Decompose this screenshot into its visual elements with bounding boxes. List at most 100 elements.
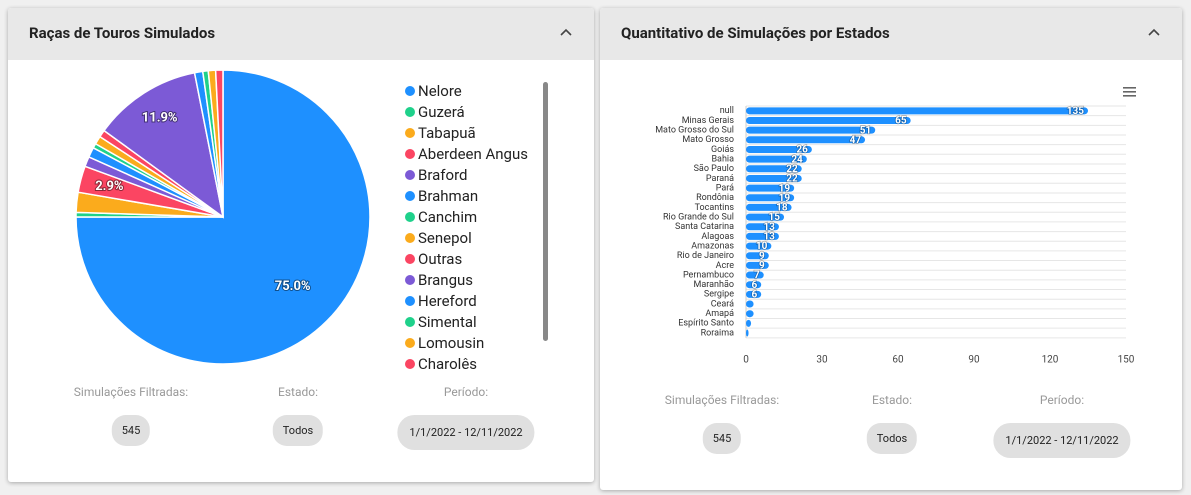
y-tick-label: Pernambuco [683,270,734,280]
legend-label: Hereford [418,292,477,310]
filter: Período: 1/1/2022 - 12/11/2022 [993,393,1131,458]
legend-marker [405,128,415,138]
filter-chip[interactable]: 1/1/2022 - 12/11/2022 [993,423,1131,458]
y-tick-label: Maranhão [694,279,734,290]
pie-slice [103,71,225,219]
filter-chip[interactable]: 545 [111,415,151,446]
bar [746,213,784,221]
collapse-button[interactable] [1148,28,1160,36]
filter-label: Estado: [872,393,912,407]
slice-label: 2.9% [95,179,124,194]
bar [746,242,772,250]
bar-label: 6 [751,290,757,301]
bar-chart: 0 30 60 90 120 150 null 135 Minas Gerais 65 Mato G… [655,87,1136,365]
legend-marker [405,359,415,369]
bar [746,165,802,173]
bar-label: 24 [791,154,803,165]
legend-label: Brahman [418,187,478,205]
bar-label: 9 [759,261,765,272]
bar-label: 22 [786,164,798,175]
filter-label: Simulações Filtradas: [664,393,780,407]
x-tick-label: 90 [968,354,980,365]
y-tick-label: Ceará [711,299,734,309]
legend-label: Charolês [418,355,477,373]
slice-label: 11.9% [142,110,178,125]
y-tick-label: Roraima [701,328,735,338]
x-tick-label: 0 [743,354,749,365]
card: Quantitativo de Simulações por Estados 0… [600,8,1182,490]
y-tick-label: Rondônia [696,193,734,203]
bar-label: 135 [1067,106,1084,117]
legend-marker [405,191,415,201]
bar [746,290,762,298]
bar [746,174,802,182]
legend-marker [405,254,415,264]
bar [746,116,911,124]
scrollbar [543,82,548,341]
pie-chart: 75.0% 2.9% 11.9% Nelore Guzerá Tabapuã Aberdee… [75,69,548,373]
filter-chip[interactable]: 545 [702,423,742,454]
bar [746,223,779,231]
legend-label: Outras [418,250,462,268]
bar-label: 9 [759,251,765,262]
legend-label: Simental [418,313,477,331]
legend-marker [405,275,415,285]
y-tick-label: Amazonas [691,241,734,251]
filter-chip[interactable]: Todos [866,423,918,454]
filter-chip[interactable]: 1/1/2022 - 12/11/2022 [397,415,535,450]
bar-label: 65 [895,116,907,127]
bar-label: 13 [763,222,775,233]
legend-label: Braford [418,166,467,184]
filter: Simulações Filtradas: 545 [665,393,779,454]
y-tick-label: Goiás [711,145,734,155]
bar [746,107,1088,115]
filter: Simulações Filtradas: 545 [74,385,188,446]
card-header: Quantitativo de Simulações por Estados [600,8,1182,60]
legend-label: Aberdeen Angus [418,145,528,163]
bar [746,300,754,308]
y-tick-label: Amapá [705,309,734,319]
bar-label: 10 [756,241,768,252]
legend-marker [405,86,415,96]
y-tick-label: Tocantins [695,203,735,213]
pie-slice [214,69,224,218]
bar [746,261,769,269]
card: Raças de Touros Simulados 75.0% 2.9% 11.9%… [8,8,594,482]
y-tick-label: Rio Grande do Sul [663,212,734,222]
y-tick-label: Sergipe [704,290,734,300]
filter-label: Período: [443,385,489,399]
bar-label: 22 [786,174,798,185]
bar [746,310,754,318]
bar-label: 6 [751,280,757,291]
bar-label: 51 [860,125,871,136]
slice-label: 75.0% [275,279,311,294]
bar-label: 19 [779,183,791,194]
legend-marker [405,317,415,327]
bar [746,194,795,202]
bar [746,203,792,211]
bar [746,319,752,327]
y-tick-label: Rio de Janeiro [677,251,734,261]
y-tick-label: Santa Catarina [675,222,734,232]
filter-chip[interactable]: Todos [272,415,324,446]
y-tick-label: Pará [716,183,734,193]
legend-label: Tabapuã [418,124,476,142]
legend-marker [405,170,415,180]
x-tick-label: 60 [892,354,904,365]
bar-label: 19 [779,193,791,204]
filter: Estado: Todos [272,385,324,446]
card-title: Raças de Touros Simulados [29,24,216,42]
menu-icon[interactable] [1123,87,1136,97]
collapse-button[interactable] [560,28,572,36]
y-tick-label: Espírito Santo [678,319,734,329]
y-tick-label: Paraná [706,174,734,184]
legend-marker [405,338,415,348]
y-tick-label: São Paulo [694,163,734,174]
bar-label: 13 [763,232,775,243]
bar-label: 7 [754,270,760,281]
legend-label: Canchim [418,208,477,226]
bar-label: 47 [850,135,862,146]
legend-marker [405,107,415,117]
filter-label: Simulações Filtradas: [73,385,189,399]
y-tick-label: Alagoas [701,232,734,242]
